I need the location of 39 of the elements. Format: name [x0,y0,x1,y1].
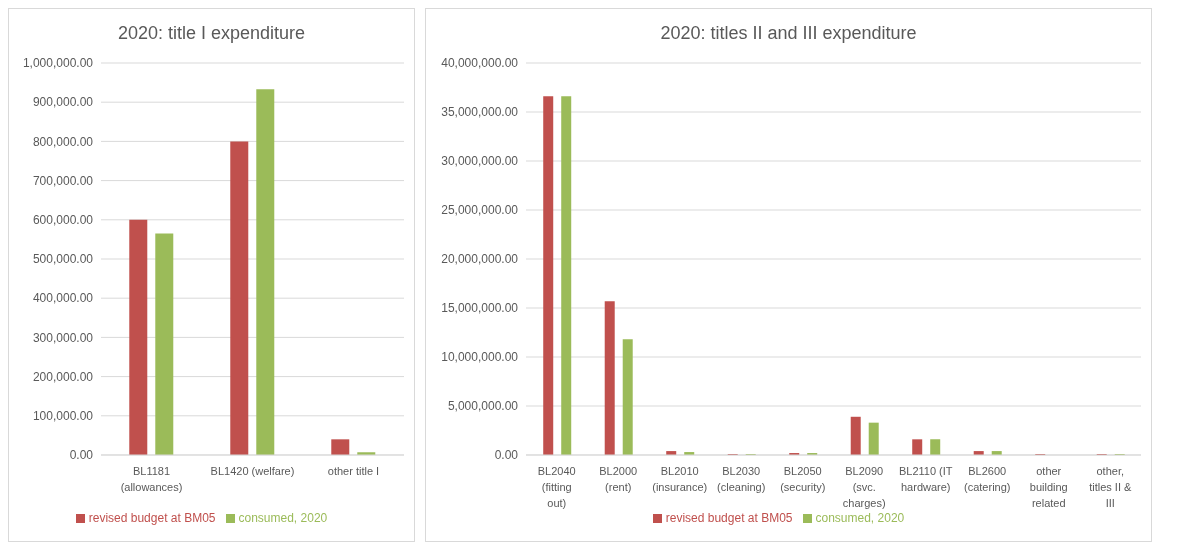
y-tick-label: 25,000,000.00 [441,203,519,218]
legend-label: revised budget at BM05 [665,511,793,525]
x-tick-label: other, titles II & III [1089,465,1132,509]
x-tick-label: BL2030 (cleaning) [717,465,766,493]
x-tick-label: BL2110 (IT hardware) [898,465,953,493]
x-tick-label: BL2010 (insurance) [652,465,708,493]
y-tick-label: 500,000.00 [32,252,94,267]
legend-label: revised budget at BM05 [88,511,216,525]
y-tick-label: 100,000.00 [32,409,94,424]
y-tick-label: 900,000.00 [32,95,94,110]
x-tick-label: BL1181 (allowances) [120,465,183,493]
y-tick-label: 800,000.00 [32,134,94,149]
legend-label: consumed, 2020 [815,511,905,525]
x-tick-label: BL2090 (svc. charges) [842,465,886,509]
y-tick-label: 20,000,000.00 [441,252,519,267]
y-tick-label: 200,000.00 [32,369,94,384]
y-tick-label: 0.00 [69,448,94,463]
x-tick-label: BL2600 (catering) [964,465,1011,493]
x-tick-label: BL1420 (welfare) [210,465,295,477]
legend-label: consumed, 2020 [238,511,328,525]
y-tick-label: 30,000,000.00 [441,154,519,169]
y-tick-label: 1,000,000.00 [22,56,94,71]
y-tick-label: 5,000,000.00 [447,399,519,414]
x-tick-label: BL2040 (fitting out) [537,465,576,509]
x-tick-label: other title I [327,465,380,477]
x-tick-label: BL2050 (security) [780,465,826,493]
x-tick-label: BL2000 (rent) [599,465,638,493]
y-tick-label: 400,000.00 [32,291,94,306]
chart-title: 2020: titles II and III expenditure [659,23,918,45]
y-tick-label: 40,000,000.00 [441,56,519,71]
y-tick-label: 15,000,000.00 [441,301,519,316]
y-tick-label: 300,000.00 [32,330,94,345]
y-tick-label: 600,000.00 [32,213,94,228]
y-tick-label: 700,000.00 [32,173,94,188]
y-tick-label: 35,000,000.00 [441,105,519,120]
y-tick-label: 0.00 [494,448,519,463]
x-tick-label: other building related [1029,465,1068,509]
chart-title: 2020: title I expenditure [116,23,307,45]
y-tick-label: 10,000,000.00 [441,350,519,365]
